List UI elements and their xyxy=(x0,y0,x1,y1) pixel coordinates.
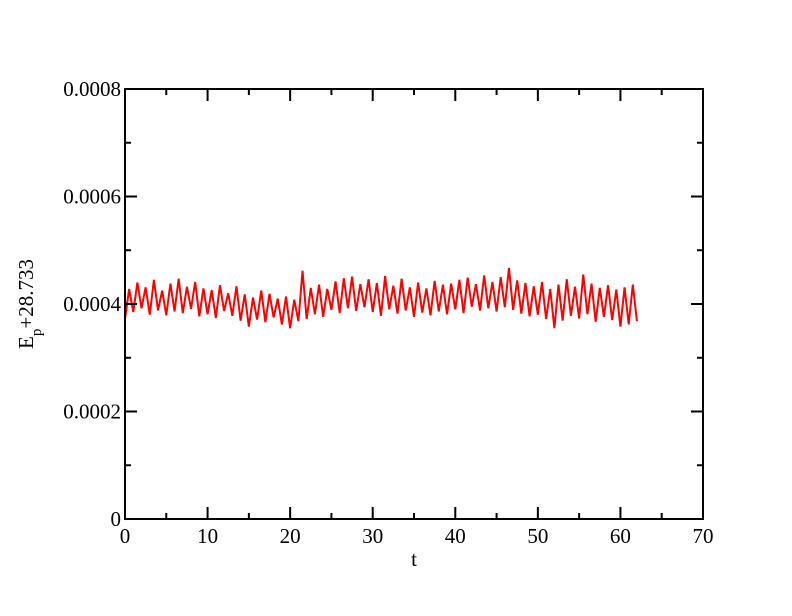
y-label-base: E xyxy=(14,336,38,349)
x-tick-label: 70 xyxy=(693,524,714,548)
x-tick-label: 20 xyxy=(280,524,301,548)
data-line xyxy=(124,267,638,329)
y-label-sub: p xyxy=(29,329,45,337)
x-tick-label: 60 xyxy=(610,524,631,548)
y-tick-label: 0.0008 xyxy=(63,77,121,101)
x-tick-label: 30 xyxy=(362,524,383,548)
y-tick-label: 0.0002 xyxy=(63,400,121,424)
x-tick-label: 40 xyxy=(445,524,466,548)
y-tick-label: 0.0006 xyxy=(63,185,121,209)
y-axis-label: Ep+28.733 xyxy=(14,259,45,349)
x-tick-label: 10 xyxy=(197,524,218,548)
y-tick-label: 0 xyxy=(111,507,122,531)
y-tick-label: 0.0004 xyxy=(63,292,121,316)
x-tick-label: 0 xyxy=(120,524,131,548)
x-axis-label: t xyxy=(411,547,417,571)
x-tick-label: 50 xyxy=(527,524,548,548)
y-label-rest: +28.733 xyxy=(14,259,38,329)
